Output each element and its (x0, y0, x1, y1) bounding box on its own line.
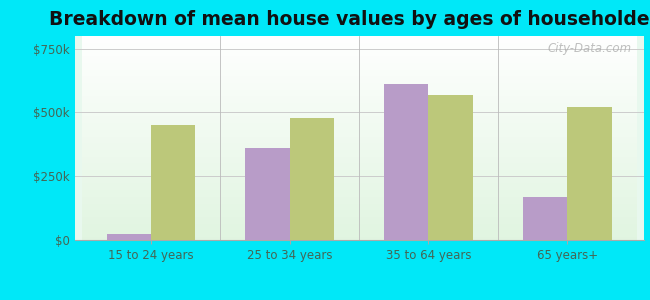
Bar (384, 84, 428, 240)
Bar (523, 197, 567, 240)
Bar (428, 94, 473, 240)
Bar (567, 107, 612, 240)
Bar (290, 118, 334, 240)
Text: City-Data.com: City-Data.com (548, 42, 632, 55)
Bar (107, 234, 151, 240)
Title: Breakdown of mean house values by ages of householders: Breakdown of mean house values by ages o… (49, 10, 650, 29)
Bar (246, 148, 290, 240)
Bar (151, 125, 196, 240)
